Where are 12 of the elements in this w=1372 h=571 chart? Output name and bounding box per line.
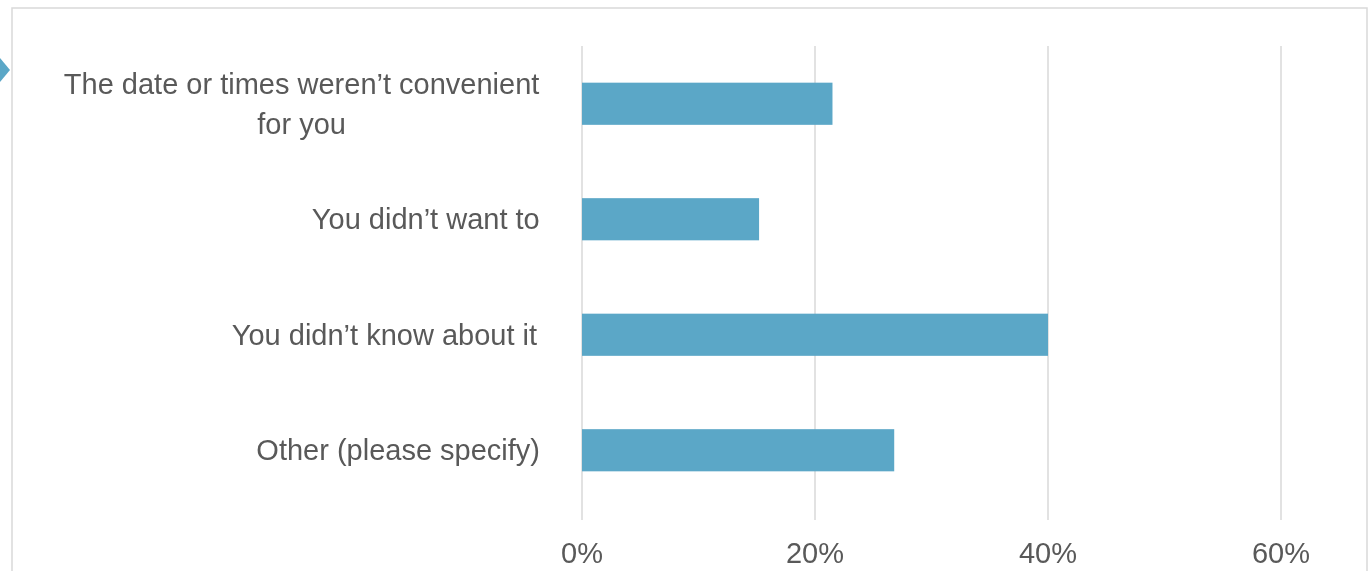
bar [582, 82, 833, 125]
y-tick-label: Other (please specify) [256, 434, 541, 467]
x-tick-label: 40% [1018, 537, 1078, 569]
bar [582, 429, 895, 472]
y-tick-label: The date or times weren’t convenient for you [63, 67, 540, 140]
bar [582, 198, 760, 241]
x-tick-label: 0% [561, 537, 603, 569]
x-tick-label: 60% [1251, 537, 1311, 569]
y-tick-label: You didn’t want to [311, 203, 540, 236]
y-tick-label: You didn’t know about it [231, 318, 538, 351]
bar [582, 313, 1048, 356]
x-tick-label: 20% [785, 537, 845, 569]
